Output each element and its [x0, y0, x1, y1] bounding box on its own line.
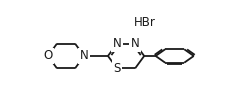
Text: O: O [43, 50, 53, 62]
Text: S: S [113, 62, 121, 75]
Text: N: N [131, 37, 139, 50]
Text: N: N [113, 37, 121, 50]
Text: N: N [80, 50, 89, 62]
Text: HBr: HBr [134, 16, 156, 29]
